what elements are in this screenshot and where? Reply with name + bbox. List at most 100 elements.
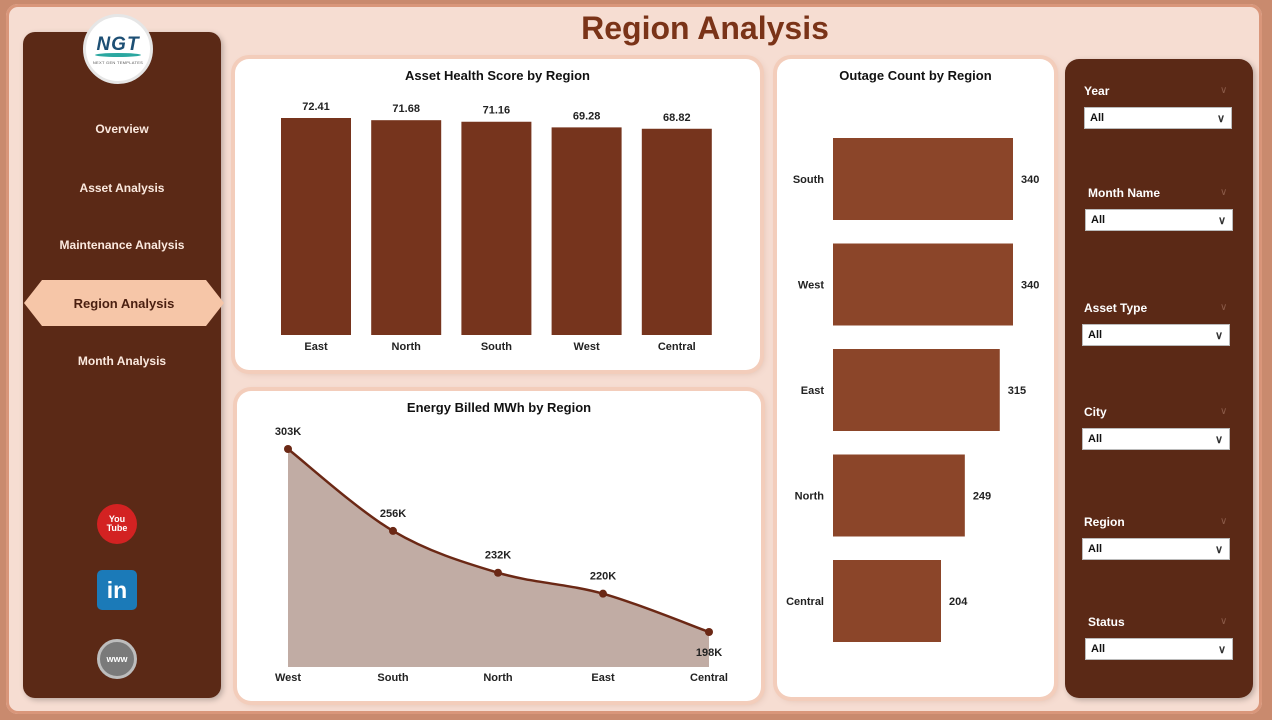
outage-category-label: South	[793, 174, 824, 186]
filter-label: City	[1084, 405, 1107, 419]
health-bar	[641, 128, 712, 335]
energy-data-label: 232K	[485, 550, 511, 562]
energy-data-label: 303K	[275, 426, 301, 438]
chevron-down-icon[interactable]: ∨	[1220, 187, 1228, 198]
filter-dropdown[interactable]: All ∨	[1085, 638, 1233, 660]
energy-category-label: East	[591, 672, 615, 684]
asset-health-chart: 72.41 East 71.68 North 71.16 South 69.28 West 68…	[281, 101, 712, 353]
energy-category-label: Central	[690, 672, 728, 684]
outage-category-label: West	[798, 280, 824, 292]
health-category-label: North	[392, 341, 422, 353]
chevron-down-icon[interactable]: ∨	[1220, 302, 1228, 313]
energy-data-label: 198K	[696, 647, 722, 659]
nav-maintenance-analysis[interactable]: Maintenance Analysis	[59, 238, 185, 252]
outage-category-label: Central	[786, 596, 824, 608]
chevron-down-icon: ∨	[1214, 434, 1223, 446]
health-data-label: 69.28	[573, 110, 601, 122]
filter-dropdown[interactable]: All ∨	[1084, 107, 1232, 129]
health-category-label: Central	[658, 341, 696, 353]
energy-billed-card: Energy Billed MWh by Region 303K West 256K…	[237, 391, 761, 701]
logo: NGT NEXT GEN TEMPLATES	[83, 14, 153, 84]
nav-month-analysis[interactable]: Month Analysis	[77, 354, 167, 368]
asset-health-card: Asset Health Score by Region 72.41 East 71…	[235, 59, 760, 370]
outage-chart: 340 South 340 West 315 East 249 North 204 Central	[786, 138, 1039, 642]
health-category-label: South	[481, 341, 512, 353]
outage-category-label: North	[795, 491, 825, 503]
filter-dropdown[interactable]: All ∨	[1082, 428, 1230, 450]
filter-label: Year	[1084, 84, 1110, 98]
health-data-label: 71.16	[483, 105, 511, 117]
filter-value: All	[1088, 433, 1103, 445]
chevron-down-icon: ∨	[1214, 330, 1223, 342]
energy-category-label: West	[275, 672, 301, 684]
chevron-down-icon: ∨	[1214, 544, 1223, 556]
health-category-label: West	[574, 341, 600, 353]
filter-value: All	[1091, 643, 1106, 655]
outage-card: Outage Count by Region 340 South 340 West 31…	[777, 59, 1054, 697]
outage-data-label: 340	[1021, 280, 1039, 292]
outage-data-label: 204	[949, 596, 968, 608]
filter-label: Month Name	[1088, 186, 1160, 200]
health-data-label: 72.41	[302, 101, 330, 113]
nav-region-analysis-label: Region Analysis	[73, 295, 175, 311]
health-category-label: East	[304, 341, 328, 353]
page-title: Region Analysis	[581, 10, 829, 46]
health-data-label: 68.82	[663, 112, 691, 124]
outage-bar	[833, 349, 1000, 431]
energy-billed-title: Energy Billed MWh by Region	[406, 400, 592, 415]
website-globe-icon[interactable]: www	[97, 639, 137, 679]
health-data-label: 71.68	[392, 103, 420, 115]
website-icon-text: www	[106, 654, 128, 664]
linkedin-icon[interactable]: in	[97, 570, 137, 610]
filter-label: Asset Type	[1084, 301, 1148, 315]
nav-asset-analysis[interactable]: Asset Analysis	[79, 181, 165, 195]
filter-dropdown[interactable]: All ∨	[1085, 209, 1233, 231]
asset-health-title: Asset Health Score by Region	[405, 68, 590, 83]
linkedin-icon-text: in	[106, 576, 128, 603]
outage-category-label: East	[801, 385, 825, 397]
outage-data-label: 249	[973, 491, 991, 503]
energy-billed-chart: 303K West 256K South 232K North 220K East 198K Ce…	[275, 426, 728, 684]
filter-label: Region	[1084, 515, 1125, 529]
outage-title: Outage Count by Region	[839, 68, 992, 83]
chevron-down-icon[interactable]: ∨	[1220, 516, 1228, 527]
energy-category-label: North	[483, 672, 513, 684]
youtube-icon-text: You Tube	[106, 514, 128, 533]
logo-mark: NGT	[96, 33, 140, 55]
nav-overview[interactable]: Overview	[95, 122, 149, 136]
filter-value: All	[1090, 112, 1105, 124]
energy-point	[705, 628, 713, 636]
outage-bar	[833, 138, 1013, 220]
chevron-down-icon: ∨	[1216, 113, 1225, 125]
filter-dropdown[interactable]: All ∨	[1082, 538, 1230, 560]
logo-swoosh	[95, 52, 141, 57]
filter-dropdown[interactable]: All ∨	[1082, 324, 1230, 346]
energy-point	[599, 589, 607, 598]
filter-value: All	[1088, 543, 1103, 555]
outage-bar	[833, 454, 965, 537]
energy-point	[284, 445, 292, 453]
youtube-icon[interactable]: You Tube	[97, 504, 137, 544]
outage-bar	[833, 243, 1013, 326]
filter-label: Status	[1088, 615, 1125, 629]
chevron-down-icon[interactable]: ∨	[1220, 85, 1228, 96]
chevron-down-icon: ∨	[1217, 644, 1226, 656]
energy-point	[494, 568, 502, 577]
health-bar	[371, 120, 442, 335]
health-bar	[551, 127, 622, 335]
outage-data-label: 340	[1021, 174, 1039, 186]
energy-data-label: 220K	[590, 571, 616, 583]
chevron-down-icon[interactable]: ∨	[1220, 616, 1228, 627]
filter-value: All	[1088, 329, 1103, 341]
health-bar	[281, 118, 351, 335]
energy-area-fill	[288, 449, 709, 667]
energy-data-label: 256K	[380, 508, 406, 520]
nav-region-analysis[interactable]: Region Analysis	[24, 280, 224, 326]
energy-category-label: South	[377, 672, 408, 684]
chevron-down-icon[interactable]: ∨	[1220, 406, 1228, 417]
filter-value: All	[1091, 214, 1106, 226]
energy-point	[389, 526, 397, 535]
health-bar	[461, 121, 532, 335]
outage-data-label: 315	[1008, 385, 1026, 397]
filter-panel	[1065, 59, 1253, 698]
